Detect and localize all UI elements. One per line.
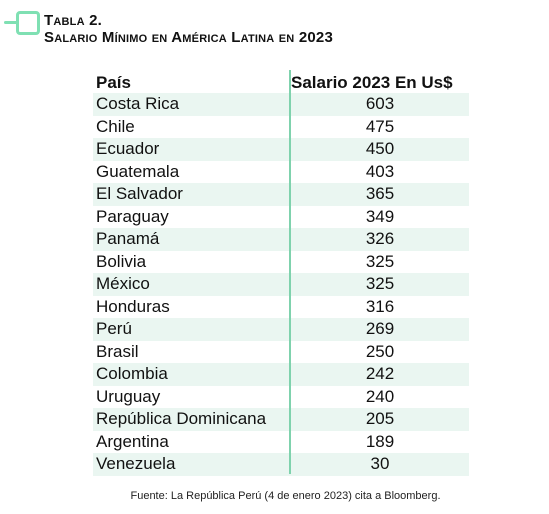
table-row: Venezuela 30	[93, 453, 469, 476]
tag-line	[4, 21, 18, 24]
table-row: Uruguay 240	[93, 386, 469, 409]
cell-country: Panamá	[96, 229, 160, 249]
table-row: Paraguay 349	[93, 206, 469, 229]
table-row: Bolivia 325	[93, 251, 469, 274]
salary-table: País Salario 2023 En Us$ Costa Rica 603 Ch…	[93, 70, 469, 476]
cell-country: Bolivia	[96, 251, 147, 271]
cell-country: Honduras	[96, 296, 170, 316]
column-divider	[289, 70, 291, 474]
source-footnote: Fuente: La República Perú (4 de enero 20…	[130, 490, 441, 502]
cell-salary: 189	[365, 431, 395, 451]
table-row: Colombia 242	[93, 363, 469, 386]
cell-country: Venezuela	[96, 454, 176, 474]
table-row: Honduras 316	[93, 296, 469, 319]
table-row: Costa Rica 603	[93, 93, 469, 116]
table-header: País Salario 2023 En Us$	[93, 70, 469, 93]
cell-salary: 316	[365, 296, 395, 316]
table-caption: Tabla 2. Salario Mínimo en América Latin…	[44, 12, 333, 46]
cell-salary: 475	[365, 116, 395, 136]
header-country: País	[96, 73, 131, 92]
caption-title: Tabla 2.	[44, 12, 102, 29]
table-row: México 325	[93, 273, 469, 296]
cell-salary: 240	[365, 386, 395, 406]
table-row: Panamá 326	[93, 228, 469, 251]
cell-country: El Salvador	[96, 184, 183, 204]
table-row: Perú 269	[93, 318, 469, 341]
tag-box	[16, 11, 40, 35]
cell-country: Uruguay	[96, 386, 161, 406]
cell-salary: 325	[365, 251, 395, 271]
table-row: República Dominicana 205	[93, 408, 469, 431]
cell-country: Paraguay	[96, 206, 169, 226]
table-row: Argentina 189	[93, 431, 469, 454]
cell-salary: 325	[365, 274, 395, 294]
cell-country: Chile	[96, 116, 135, 136]
cell-country: México	[96, 274, 150, 294]
cell-country: Guatemala	[96, 161, 180, 181]
cell-salary: 603	[365, 94, 395, 114]
cell-country: Argentina	[96, 431, 169, 451]
cell-salary: 403	[365, 161, 395, 181]
table-row: Guatemala 403	[93, 161, 469, 184]
table-tag-icon	[4, 10, 44, 35]
table-row: Brasil 250	[93, 341, 469, 364]
header-salary: Salario 2023 En Us$	[291, 73, 453, 92]
cell-salary: 326	[365, 229, 395, 249]
cell-salary: 205	[365, 409, 395, 429]
cell-salary: 269	[365, 319, 395, 339]
table-row: El Salvador 365	[93, 183, 469, 206]
cell-country: Ecuador	[96, 139, 160, 159]
cell-country: Brasil	[96, 341, 139, 361]
cell-salary: 30	[370, 454, 390, 474]
table-row: Ecuador 450	[93, 138, 469, 161]
cell-salary: 365	[365, 184, 395, 204]
table-row: Chile 475	[93, 116, 469, 139]
cell-salary: 242	[365, 364, 395, 384]
table-body: Costa Rica 603 Chile 475 Ecuador 450 Guatemala…	[93, 93, 469, 476]
cell-country: Costa Rica	[96, 94, 180, 114]
cell-salary: 349	[365, 206, 395, 226]
cell-country: Colombia	[96, 364, 168, 384]
cell-salary: 450	[365, 139, 395, 159]
cell-salary: 250	[365, 341, 395, 361]
cell-country: República Dominicana	[96, 409, 267, 429]
caption-subtitle: Salario Mínimo en América Latina en 2023	[44, 29, 333, 46]
cell-country: Perú	[96, 319, 132, 339]
